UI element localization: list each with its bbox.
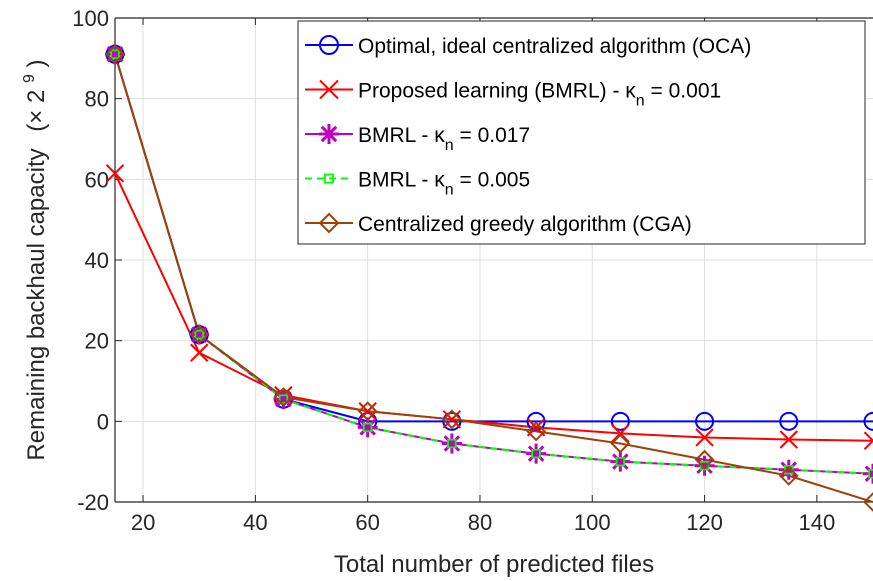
marker-x bbox=[611, 424, 630, 443]
marker-asterisk bbox=[105, 44, 125, 65]
marker-x bbox=[779, 430, 798, 449]
legend-label-3: BMRL - κn = 0.005 bbox=[358, 169, 530, 199]
marker-circle bbox=[526, 411, 546, 431]
marker-circle bbox=[695, 411, 715, 431]
marker-square bbox=[278, 394, 289, 404]
marker-asterisk bbox=[694, 455, 715, 476]
marker-diamond bbox=[273, 387, 294, 408]
marker-x bbox=[105, 164, 125, 183]
marker-x bbox=[442, 410, 462, 429]
tick-labels: 20 40 60 80 100 120 140 -20 0 20 40 60 80 100 bbox=[72, 6, 835, 535]
marker-square bbox=[110, 49, 120, 60]
y-axis-unit-exponent: 9 bbox=[21, 74, 38, 83]
marker-circle bbox=[863, 411, 873, 431]
marker-circle bbox=[779, 411, 799, 431]
series-line-1 bbox=[114, 172, 873, 442]
legend-label-0: Optimal, ideal centralized algorithm (OC… bbox=[358, 35, 751, 58]
y-axis-unit-close: ) bbox=[23, 59, 50, 67]
marker-square bbox=[615, 456, 626, 467]
marker-asterisk bbox=[610, 451, 631, 472]
x-tick-label: 120 bbox=[686, 510, 723, 535]
marker-asterisk bbox=[357, 417, 378, 438]
x-tick-label: 100 bbox=[574, 510, 611, 535]
y-tick-label: 60 bbox=[85, 167, 109, 192]
x-tick-label: 60 bbox=[355, 510, 379, 535]
marker-square bbox=[447, 438, 457, 449]
marker-asterisk bbox=[319, 124, 339, 144]
y-axis-label: Remaining backhaul capacity (× 2 9 ) bbox=[13, 59, 50, 460]
y-axis-label-text: Remaining backhaul capacity bbox=[23, 148, 50, 460]
marker-asterisk bbox=[189, 324, 210, 345]
marker-asterisk bbox=[778, 459, 799, 480]
marker-x bbox=[863, 431, 873, 450]
marker-square bbox=[362, 422, 373, 433]
y-axis-unit: (× 2 bbox=[23, 90, 50, 132]
series-lines bbox=[114, 54, 873, 503]
x-tick-label: 20 bbox=[131, 510, 155, 535]
marker-x bbox=[190, 343, 209, 362]
marker-diamond bbox=[778, 465, 799, 486]
y-axis-label-group: Remaining backhaul capacity (× 2 9 ) bbox=[13, 59, 50, 460]
y-tick-label: 80 bbox=[85, 87, 109, 112]
marker-diamond bbox=[318, 212, 340, 234]
marker-diamond bbox=[863, 492, 873, 512]
legend-label-1: Proposed learning (BMRL) - κn = 0.001 bbox=[358, 80, 721, 110]
marker-square bbox=[324, 173, 334, 184]
marker-circle bbox=[442, 411, 462, 431]
y-tick-label: -20 bbox=[77, 490, 109, 515]
series-markers bbox=[105, 44, 873, 512]
series-line-4 bbox=[114, 54, 873, 503]
legend-label-2: BMRL - κn = 0.017 bbox=[358, 124, 530, 154]
marker-circle bbox=[319, 35, 339, 55]
marker-circle bbox=[610, 411, 630, 431]
marker-asterisk bbox=[441, 433, 462, 454]
legend: Optimal, ideal centralized algorithm (OC… bbox=[297, 20, 866, 245]
x-tick-label: 40 bbox=[243, 510, 267, 535]
marker-x bbox=[695, 428, 714, 447]
marker-square bbox=[194, 329, 204, 340]
legend-label-4: Centralized greedy algorithm (CGA) bbox=[358, 213, 692, 236]
marker-diamond bbox=[441, 409, 462, 430]
marker-diamond bbox=[694, 449, 715, 470]
marker-diamond bbox=[610, 433, 631, 454]
marker-x bbox=[319, 79, 339, 100]
marker-square bbox=[531, 448, 541, 459]
marker-asterisk bbox=[273, 389, 294, 410]
marker-diamond bbox=[526, 421, 547, 442]
marker-diamond bbox=[189, 324, 210, 345]
y-tick-label: 100 bbox=[72, 6, 109, 31]
marker-x bbox=[358, 402, 377, 421]
y-tick-label: 20 bbox=[85, 329, 109, 354]
x-tick-label: 140 bbox=[798, 510, 835, 535]
marker-asterisk bbox=[526, 443, 547, 464]
x-axis-label: Total number of predicted files bbox=[334, 551, 654, 578]
x-tick-label: 80 bbox=[468, 510, 492, 535]
y-tick-label: 0 bbox=[97, 409, 109, 434]
marker-diamond bbox=[105, 44, 125, 65]
marker-diamond bbox=[357, 401, 378, 422]
legend-box bbox=[297, 20, 866, 245]
y-tick-label: 40 bbox=[85, 248, 109, 273]
